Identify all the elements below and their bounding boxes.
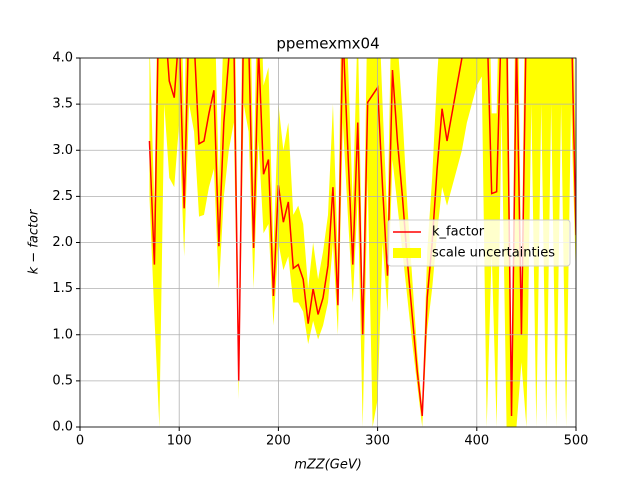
x-tick-label: 500 bbox=[564, 434, 589, 449]
x-axis-label: mZZ(GeV) bbox=[294, 458, 362, 473]
y-tick-label: 3.5 bbox=[52, 97, 73, 112]
y-tick-label: 0.5 bbox=[52, 373, 73, 388]
legend-box bbox=[387, 219, 571, 267]
y-axis-label: k − factor bbox=[27, 208, 42, 274]
x-tick-label: 400 bbox=[464, 434, 489, 449]
y-tick-label: 2.0 bbox=[52, 235, 73, 250]
y-tick-label: 4.0 bbox=[52, 51, 73, 66]
axes-frame bbox=[79, 57, 577, 428]
y-tick-label: 0.0 bbox=[52, 420, 73, 435]
legend-label: scale uncertainties bbox=[432, 246, 555, 261]
plot-area bbox=[148, 58, 576, 427]
y-tick-label: 1.0 bbox=[52, 327, 73, 342]
y-tick-label: 2.5 bbox=[52, 189, 73, 204]
y-tick-label: 1.5 bbox=[52, 281, 73, 296]
legend-label: k_factor bbox=[432, 225, 485, 240]
legend-swatch bbox=[393, 248, 421, 258]
x-tick-label: 100 bbox=[167, 434, 192, 449]
chart-title: ppemexmx04 bbox=[276, 35, 379, 53]
x-tick-label: 300 bbox=[365, 434, 390, 449]
x-tick-label: 0 bbox=[76, 434, 84, 449]
x-tick-label: 200 bbox=[266, 434, 291, 449]
y-tick-label: 3.0 bbox=[52, 143, 73, 158]
